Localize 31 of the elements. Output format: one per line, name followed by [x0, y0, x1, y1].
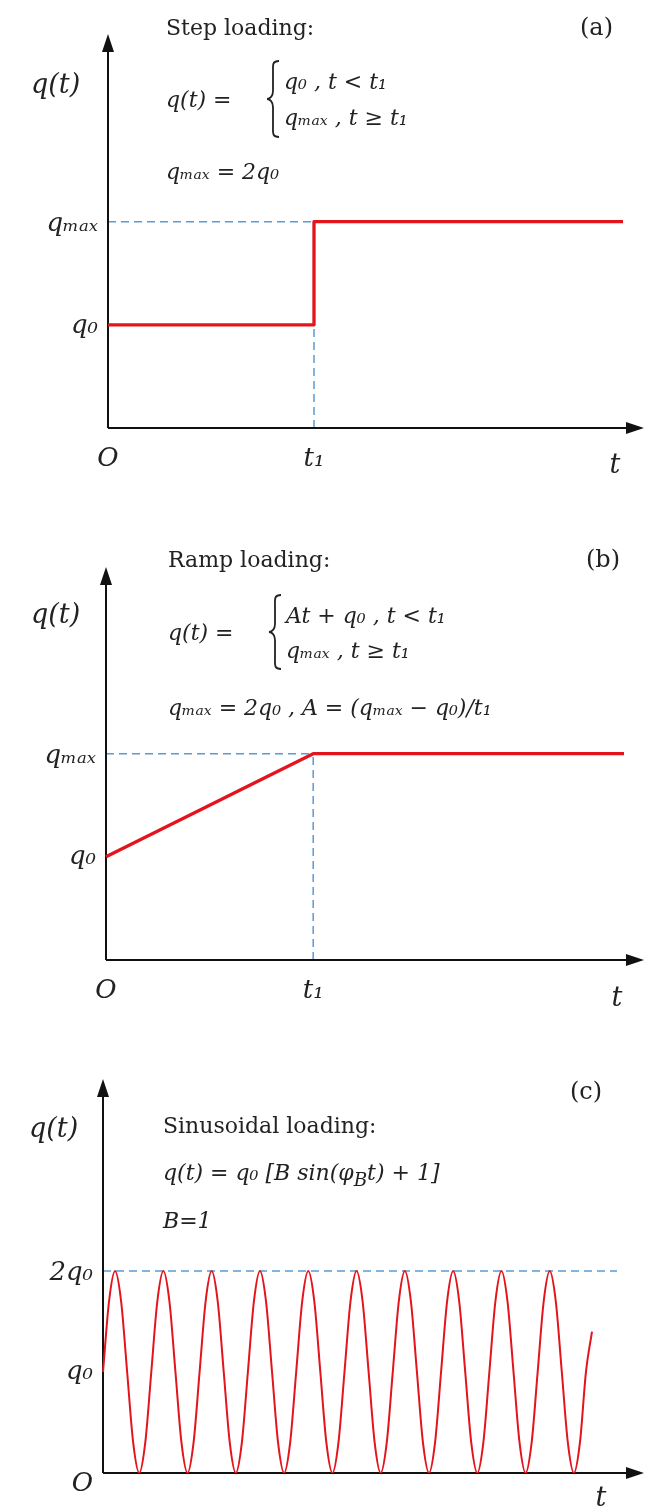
text: q(t) = — [168, 619, 234, 645]
chart-title: Sinusoidal loading: — [163, 1112, 377, 1138]
text: q₀ — [68, 840, 96, 870]
x-tick-label: t₁ — [303, 442, 325, 473]
text: At + q₀ , t < t₁ — [286, 602, 446, 628]
x-axis-title: t — [611, 980, 623, 1012]
text: q₀ , t < t₁ — [284, 68, 387, 94]
chart-title: Ramp loading: — [168, 546, 331, 572]
x-axis-title: t — [595, 1480, 607, 1512]
text: (c) — [570, 1077, 603, 1105]
chart-title: Step loading: — [166, 14, 315, 40]
text: qₘₐₓ — [46, 207, 98, 237]
text: qₘₐₓ = 2q₀ — [166, 158, 279, 184]
text: O — [71, 1467, 93, 1497]
y-axis-title: q(t) — [31, 597, 81, 629]
text: q₀ — [70, 309, 98, 339]
text: qₘₐₓ = 2q₀ , A = (qₘₐₓ − q₀)/t₁ — [168, 694, 492, 720]
text: q₀ — [65, 1355, 93, 1385]
y-axis-title: q(t) — [31, 67, 81, 99]
y-axis-title: q(t) — [29, 1111, 79, 1143]
text: qₘₐₓ — [44, 739, 96, 769]
text: qₘₐₓ , t ≥ t₁ — [286, 637, 410, 663]
text: B=1 — [163, 1207, 212, 1233]
x-tick-label: t₁ — [302, 974, 324, 1005]
text: q(t) = q₀ [B sin(φ$_{B}$t) + 1] — [163, 1160, 440, 1190]
x-axis-title: t — [609, 447, 621, 479]
text: qₘₐₓ , t ≥ t₁ — [284, 104, 408, 130]
text: 2q₀ — [49, 1256, 93, 1286]
text: (b) — [586, 545, 621, 573]
text: q(t) = — [166, 86, 232, 112]
text: (a) — [580, 13, 614, 41]
